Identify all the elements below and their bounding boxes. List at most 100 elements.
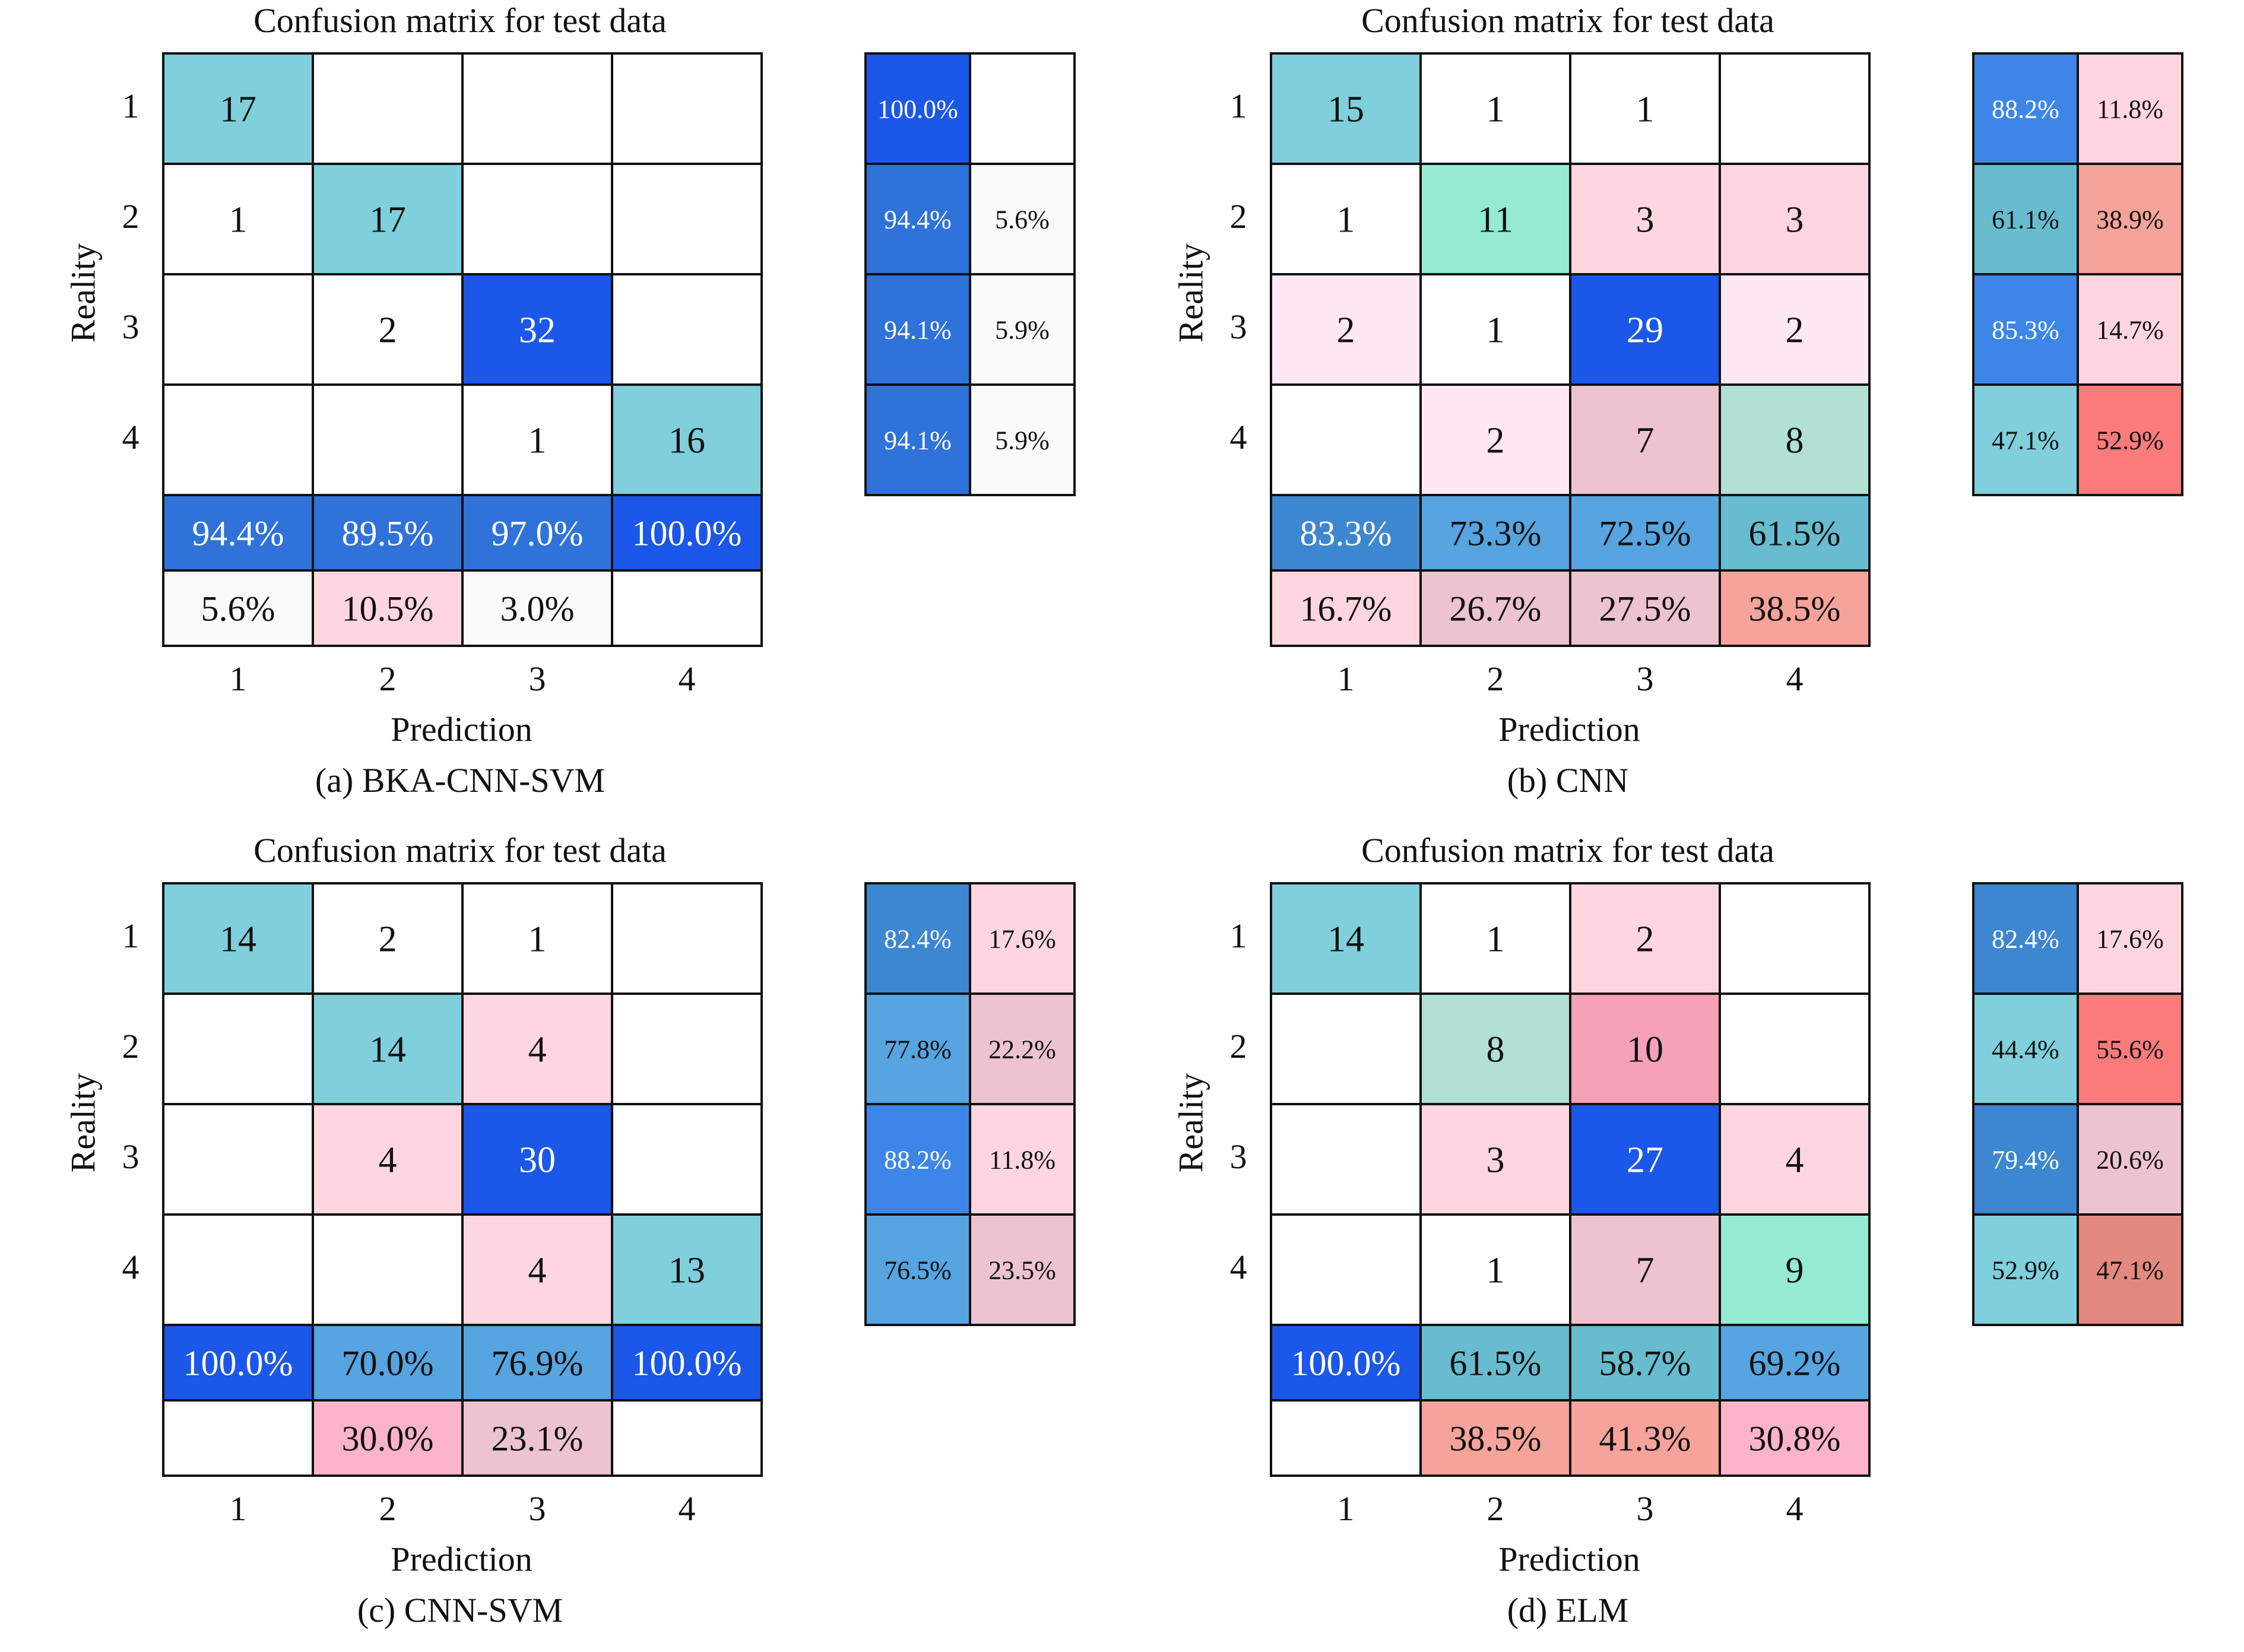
col-precision-cell-fill [461,1324,613,1401]
matrix-cell: 1 [1419,882,1571,995]
matrix-cell: 2 [1569,882,1721,995]
x-tick-label: 1 [1337,659,1355,698]
matrix-cell-fill [461,882,613,995]
row-error-cell [969,52,1076,165]
matrix-cell-label: 1 [1487,1251,1505,1291]
col-precision-cell-label: 70.0% [342,1344,434,1383]
matrix-cell: 14 [312,993,464,1105]
matrix-cell: 32 [461,273,613,386]
matrix-cell [312,1213,464,1326]
col-error-cell: 27.5% [1569,569,1721,647]
matrix-cell-label: 2 [1636,919,1655,960]
y-tick-label: 2 [1229,1027,1247,1066]
row-error-cell-fill [2077,882,2183,995]
col-error-cell: 38.5% [1719,569,1871,647]
col-precision-cell: 61.5% [1419,1324,1571,1401]
col-precision-cell-label: 76.9% [492,1344,584,1383]
matrix-cell-fill [1270,882,1422,995]
col-error-cell-label: 26.7% [1450,589,1542,629]
row-error-cell-label: 22.2% [988,1035,1056,1064]
matrix-cell [162,383,314,496]
col-error-cell-fill [1719,569,1871,647]
matrix-cell: 15 [1270,52,1422,165]
x-tick-label: 2 [1487,1489,1504,1528]
matrix-cell: 4 [312,1103,464,1216]
row-error-cell-label: 14.7% [2096,315,2164,344]
matrix-cell-label: 14 [1327,919,1364,960]
row-error-cell-fill [2077,163,2183,275]
col-precision-cell-label: 73.3% [1450,514,1542,553]
row-error-cell: 23.5% [969,1213,1076,1326]
matrix-cell-fill [1719,52,1871,165]
col-error-cell [611,569,763,647]
x-tick-label: 3 [528,1489,546,1528]
row-error-cell: 22.2% [969,993,1076,1105]
col-error-cell-fill [1419,1399,1571,1477]
chart-title: Confusion matrix for test data [253,1,667,40]
matrix-cell: 17 [312,163,464,275]
matrix-cell-fill [1270,1103,1422,1216]
matrix-cell-label: 1 [229,200,248,240]
matrix-cell: 1 [1419,273,1571,386]
chart-title: Confusion matrix for test data [1361,831,1774,870]
matrix-cell: 7 [1569,1213,1721,1326]
matrix-cell-fill [461,273,613,386]
col-error-cell-fill [611,569,763,647]
matrix-cell: 2 [1419,383,1571,496]
row-error-cell-label: 20.6% [2096,1145,2164,1174]
col-precision-cell-fill [1419,494,1571,572]
y-tick-label: 3 [122,307,140,346]
matrix-cell-label: 1 [1487,90,1505,130]
col-error-cell: 23.1% [461,1399,613,1477]
matrix-cell [312,52,464,165]
row-error-cell-fill [969,383,1076,496]
matrix-cell-label: 14 [220,919,256,960]
col-error-cell-fill [162,1399,314,1477]
y-tick-label: 1 [122,917,140,955]
col-precision-cell-fill [1270,494,1422,572]
matrix-cell: 1 [461,383,613,496]
matrix-cell-label: 13 [668,1251,705,1291]
matrix-cell-fill [461,163,613,275]
matrix-cell [1270,993,1422,1105]
matrix-cell: 16 [611,383,763,496]
row-error-cell: 52.9% [2077,383,2183,496]
matrix-cell: 14 [1270,882,1422,995]
row-recall-cell-fill [1972,383,2079,496]
col-precision-cell-fill [1569,494,1721,572]
row-error-cell-fill [2077,273,2183,386]
matrix-cell-fill [611,993,763,1105]
matrix-cell-label: 4 [528,1030,547,1070]
row-recall-cell: 52.9% [1972,1213,2079,1326]
row-error-cell: 14.7% [2077,273,2183,386]
matrix-cell-fill [611,52,763,165]
matrix-cell-label: 1 [528,421,547,461]
matrix-cell: 1 [1569,52,1721,165]
matrix-cell-label: 8 [1786,421,1804,461]
row-recall-cell-label: 82.4% [1992,924,2059,953]
matrix-cell-label: 1 [1487,919,1505,960]
col-precision-cell: 72.5% [1569,494,1721,572]
row-recall-cell-label: 85.3% [1992,315,2059,344]
matrix-cell-fill [1270,383,1422,496]
matrix-cell [1270,1103,1422,1216]
confusion-matrix-svg: 15 1 11 11 3 32 1 29 22 7 883.3% 73.3% 72.5% 61.5%16.… [1270,52,2183,647]
matrix-cell-fill [312,1213,464,1326]
col-error-cell-fill [1270,569,1422,647]
row-recall-cell-fill [1972,993,2079,1105]
matrix-cell-fill [611,383,763,496]
matrix-cell-fill [1719,1103,1871,1216]
row-error-cell-label: 5.9% [995,315,1050,344]
col-precision-cell: 94.4% [162,494,314,572]
x-tick-label: 2 [379,1489,397,1528]
matrix-cell-label: 2 [1786,310,1804,351]
row-error-cell: 11.8% [2077,52,2183,165]
matrix-cell-fill [1419,383,1571,496]
row-recall-cell-fill [864,273,971,386]
matrix-cell [461,163,613,275]
col-error-cell [162,1399,314,1477]
col-precision-cell-fill [1719,1324,1871,1401]
col-error-cell-label: 16.7% [1300,589,1392,629]
y-tick-label: 4 [1229,418,1247,456]
col-error-cell-fill [611,1399,763,1477]
